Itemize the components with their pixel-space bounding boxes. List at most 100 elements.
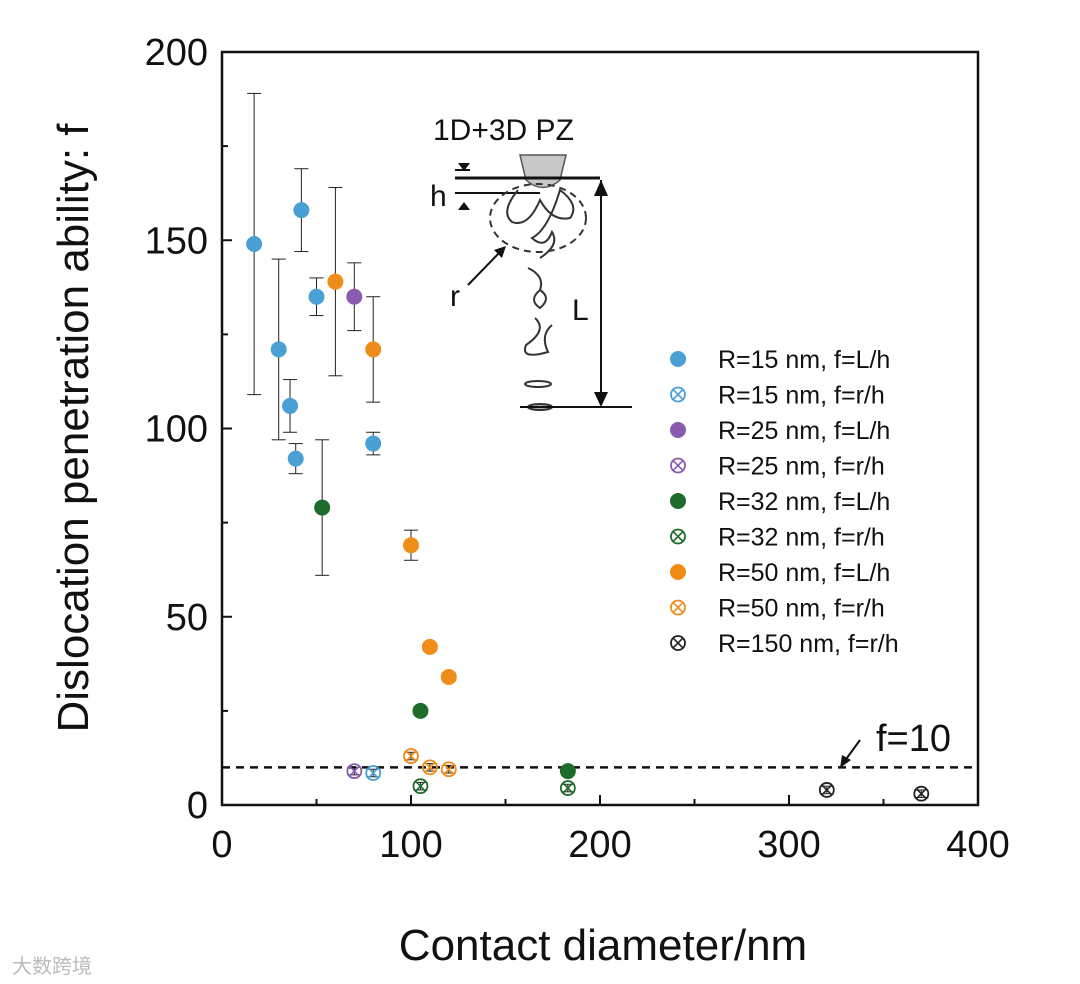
- r-arrow-line: [467, 251, 501, 286]
- y-tick-label: 100: [145, 409, 208, 451]
- watermark: 大数跨境: [12, 956, 92, 978]
- data-point-cross-b: [443, 763, 455, 775]
- x-axis-title: Contact diameter/nm: [399, 921, 807, 970]
- data-point-ring: [365, 765, 382, 781]
- legend-marker-cross-b: [672, 460, 684, 471]
- data-point: [327, 273, 344, 290]
- data-point: [365, 341, 382, 358]
- inset-label-r: r: [450, 280, 460, 313]
- data-point: [913, 785, 930, 802]
- data-point-cross-b: [424, 761, 436, 773]
- legend-marker-ring: [670, 528, 686, 545]
- legend-label: R=50 nm, f=r/h: [718, 595, 885, 623]
- data-point-ring: [412, 778, 429, 795]
- legend-label: R=32 nm, f=r/h: [718, 524, 885, 552]
- legend-marker-cross-b: [672, 531, 684, 542]
- data-point: [412, 702, 429, 719]
- legend-marker-ring: [670, 457, 686, 474]
- error-bars: [247, 92, 929, 798]
- data-points: [246, 202, 930, 802]
- legend-marker: [670, 351, 686, 367]
- legend-marker-cross-b: [672, 389, 684, 400]
- inset-label-L: L: [572, 294, 589, 327]
- data-point: [440, 668, 457, 685]
- legend-marker-ring: [670, 386, 686, 403]
- reference-arrowhead: [840, 755, 851, 768]
- data-point: [412, 778, 429, 795]
- legend-marker: [670, 635, 686, 651]
- data-point-ring: [559, 780, 576, 796]
- data-point-ring: [440, 761, 457, 778]
- legend-marker: [670, 422, 686, 438]
- dislocation-loops-lower: [524, 267, 553, 356]
- legend-marker: [670, 528, 686, 545]
- reference-line-label: f=10: [876, 718, 951, 760]
- data-point: [287, 450, 304, 467]
- legend-label: R=15 nm, f=L/h: [718, 346, 890, 374]
- data-point-cross-b: [367, 767, 379, 779]
- x-tick-label: 400: [946, 824, 1009, 866]
- dislocation-loops: [506, 188, 575, 259]
- y-tick-label: 150: [145, 220, 208, 262]
- data-point: [365, 765, 382, 781]
- legend-label: R=25 nm, f=r/h: [718, 453, 885, 481]
- data-point: [282, 397, 299, 414]
- h-arrow-top: [458, 163, 470, 171]
- legend-marker-ring: [670, 599, 686, 616]
- inset-title: 1D+3D PZ: [433, 114, 574, 147]
- data-point: [440, 761, 457, 778]
- legend: R=15 nm, f=L/h R=15 nm, f=r/h R=25 nm, f=L…: [670, 346, 899, 658]
- data-point-cross-b: [562, 782, 574, 794]
- data-point-cross-b: [915, 788, 927, 800]
- data-point: [293, 202, 310, 219]
- data-point: [403, 748, 419, 764]
- data-point: [421, 638, 438, 655]
- indenter-tip: [519, 154, 567, 189]
- data-point-cross-b: [414, 780, 426, 792]
- loop-small-1: [524, 380, 552, 388]
- data-point: [421, 759, 438, 776]
- legend-marker: [670, 564, 686, 580]
- data-point-ring: [913, 785, 930, 802]
- data-point-cross-b: [405, 750, 417, 762]
- data-point: [365, 435, 382, 452]
- x-tick-label: 0: [211, 824, 232, 866]
- x-tick-label: 300: [757, 824, 820, 866]
- data-point-ring: [346, 763, 363, 780]
- data-point: [314, 499, 331, 516]
- axis-ticks: 0 100 200 300 400 0 50 100 150 200: [145, 32, 1010, 866]
- h-arrow-bottom: [458, 202, 470, 210]
- L-arrowhead-top: [594, 180, 608, 196]
- inset-label-h: h: [430, 180, 447, 213]
- data-point: [346, 763, 363, 780]
- plastic-zone-dashed: [489, 183, 587, 253]
- x-tick-label: 100: [379, 824, 442, 866]
- legend-marker-cross-b: [672, 637, 684, 649]
- data-point-ring: [403, 748, 419, 764]
- data-point: [246, 236, 263, 253]
- data-point: [346, 288, 363, 305]
- x-tick-label: 200: [568, 824, 631, 866]
- legend-marker-cross-b: [672, 602, 684, 613]
- data-point: [818, 782, 835, 798]
- data-point: [308, 288, 325, 305]
- y-tick-label: 200: [145, 32, 208, 74]
- data-point-ring: [818, 782, 835, 798]
- legend-label: R=50 nm, f=L/h: [718, 559, 890, 587]
- data-point-ring: [421, 759, 438, 776]
- legend-marker: [670, 457, 686, 474]
- legend-marker-ring: [670, 635, 686, 651]
- L-arrowhead-bottom: [594, 392, 608, 407]
- legend-marker: [670, 386, 686, 403]
- legend-label: R=150 nm, f=r/h: [718, 630, 899, 658]
- data-point: [270, 341, 287, 358]
- y-tick-label: 0: [187, 785, 208, 827]
- data-point-cross-b: [348, 765, 360, 777]
- legend-label: R=32 nm, f=L/h: [718, 488, 890, 516]
- legend-label: R=25 nm, f=L/h: [718, 417, 890, 445]
- data-point: [559, 763, 576, 780]
- legend-marker: [670, 493, 686, 509]
- r-arrowhead: [494, 246, 506, 258]
- data-point-cross-b: [821, 784, 833, 796]
